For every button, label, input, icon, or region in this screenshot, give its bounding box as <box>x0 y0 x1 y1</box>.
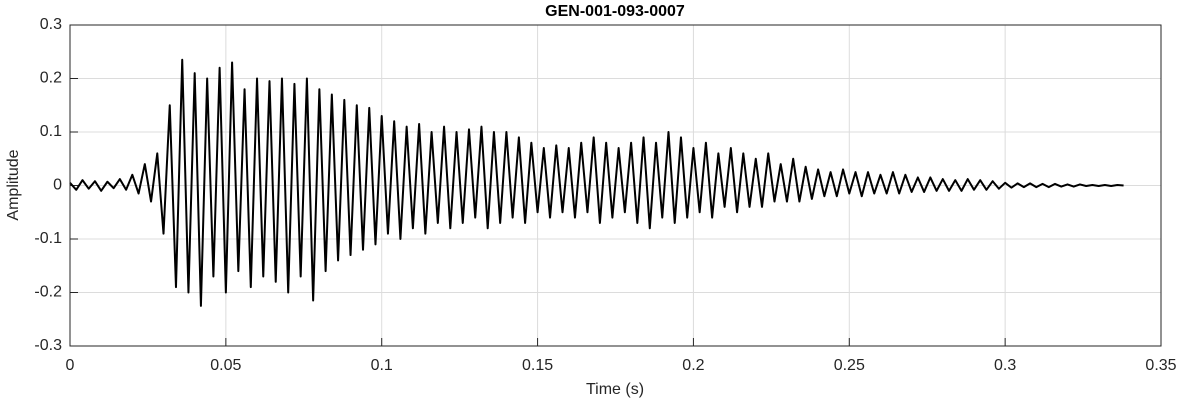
y-tick-label: 0 <box>53 177 62 194</box>
x-tick-label: 0.3 <box>994 357 1016 374</box>
x-tick-label: 0.2 <box>682 357 704 374</box>
y-tick-label: -0.1 <box>34 230 62 247</box>
x-tick-label: 0.15 <box>522 357 553 374</box>
y-tick-label: -0.3 <box>34 337 62 354</box>
x-axis-label: Time (s) <box>586 381 644 398</box>
y-tick-label: 0.1 <box>40 123 62 140</box>
chart-title: GEN-001-093-0007 <box>545 3 685 20</box>
y-tick-label: 0.2 <box>40 70 62 87</box>
x-tick-label: 0.35 <box>1145 357 1176 374</box>
x-tick-label: 0 <box>66 357 75 374</box>
x-tick-label: 0.25 <box>834 357 865 374</box>
y-tick-label: 0.3 <box>40 16 62 33</box>
x-tick-label: 0.05 <box>210 357 241 374</box>
marks <box>69 58 1124 307</box>
x-tick-label: 0.1 <box>371 357 393 374</box>
plot-frame <box>69 24 1162 347</box>
waveform-line <box>69 58 1124 307</box>
y-axis-label: Amplitude <box>5 149 22 220</box>
y-tick-label: -0.2 <box>34 284 62 301</box>
